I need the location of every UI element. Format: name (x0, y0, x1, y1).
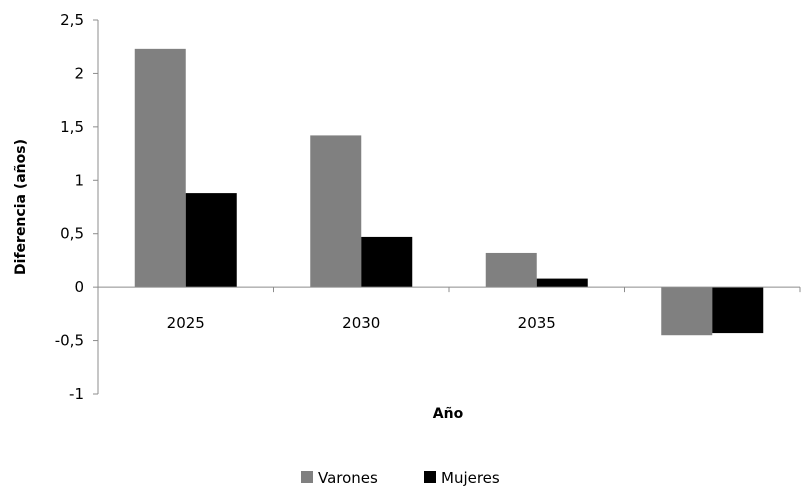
legend-swatch-mujeres (424, 471, 436, 483)
y-tick-label: -0,5 (55, 332, 84, 350)
bar-mujeres-2025 (185, 193, 237, 288)
y-tick-label: 1 (74, 171, 84, 189)
x-axis-title: Año (433, 406, 464, 422)
legend-label-mujeres: Mujeres (441, 469, 500, 487)
bars (134, 48, 764, 336)
x-tick-label: 2030 (342, 314, 380, 332)
y-tick-label: 0 (74, 278, 84, 296)
legend-swatch-varones (301, 471, 313, 483)
x-axis-tick-labels: 2025203020352040 (167, 314, 732, 332)
y-tick-label: 0,5 (60, 225, 84, 243)
bar-varones-2040 (661, 287, 713, 336)
legend: Varones Mujeres (301, 469, 500, 487)
bar-mujeres-2040 (712, 287, 764, 334)
y-tick-label: 2 (74, 64, 84, 82)
y-tick-label: -1 (69, 385, 84, 403)
y-axis-title: Diferencia (años) (13, 139, 29, 275)
bar-varones-2030 (310, 135, 362, 288)
bar-mujeres-2030 (361, 236, 413, 288)
y-axis-ticks: 2,5 2 1,5 1 0,5 0 -0,5 -1 (55, 11, 98, 403)
bar-varones-2035 (485, 252, 537, 288)
bar-mujeres-2035 (536, 278, 588, 288)
bar-varones-2025 (134, 48, 186, 288)
y-tick-label: 1,5 (60, 118, 84, 136)
x-tick-label: 2025 (167, 314, 205, 332)
x-tick-label: 2035 (518, 314, 556, 332)
y-tick-label: 2,5 (60, 11, 84, 29)
legend-label-varones: Varones (318, 469, 378, 487)
